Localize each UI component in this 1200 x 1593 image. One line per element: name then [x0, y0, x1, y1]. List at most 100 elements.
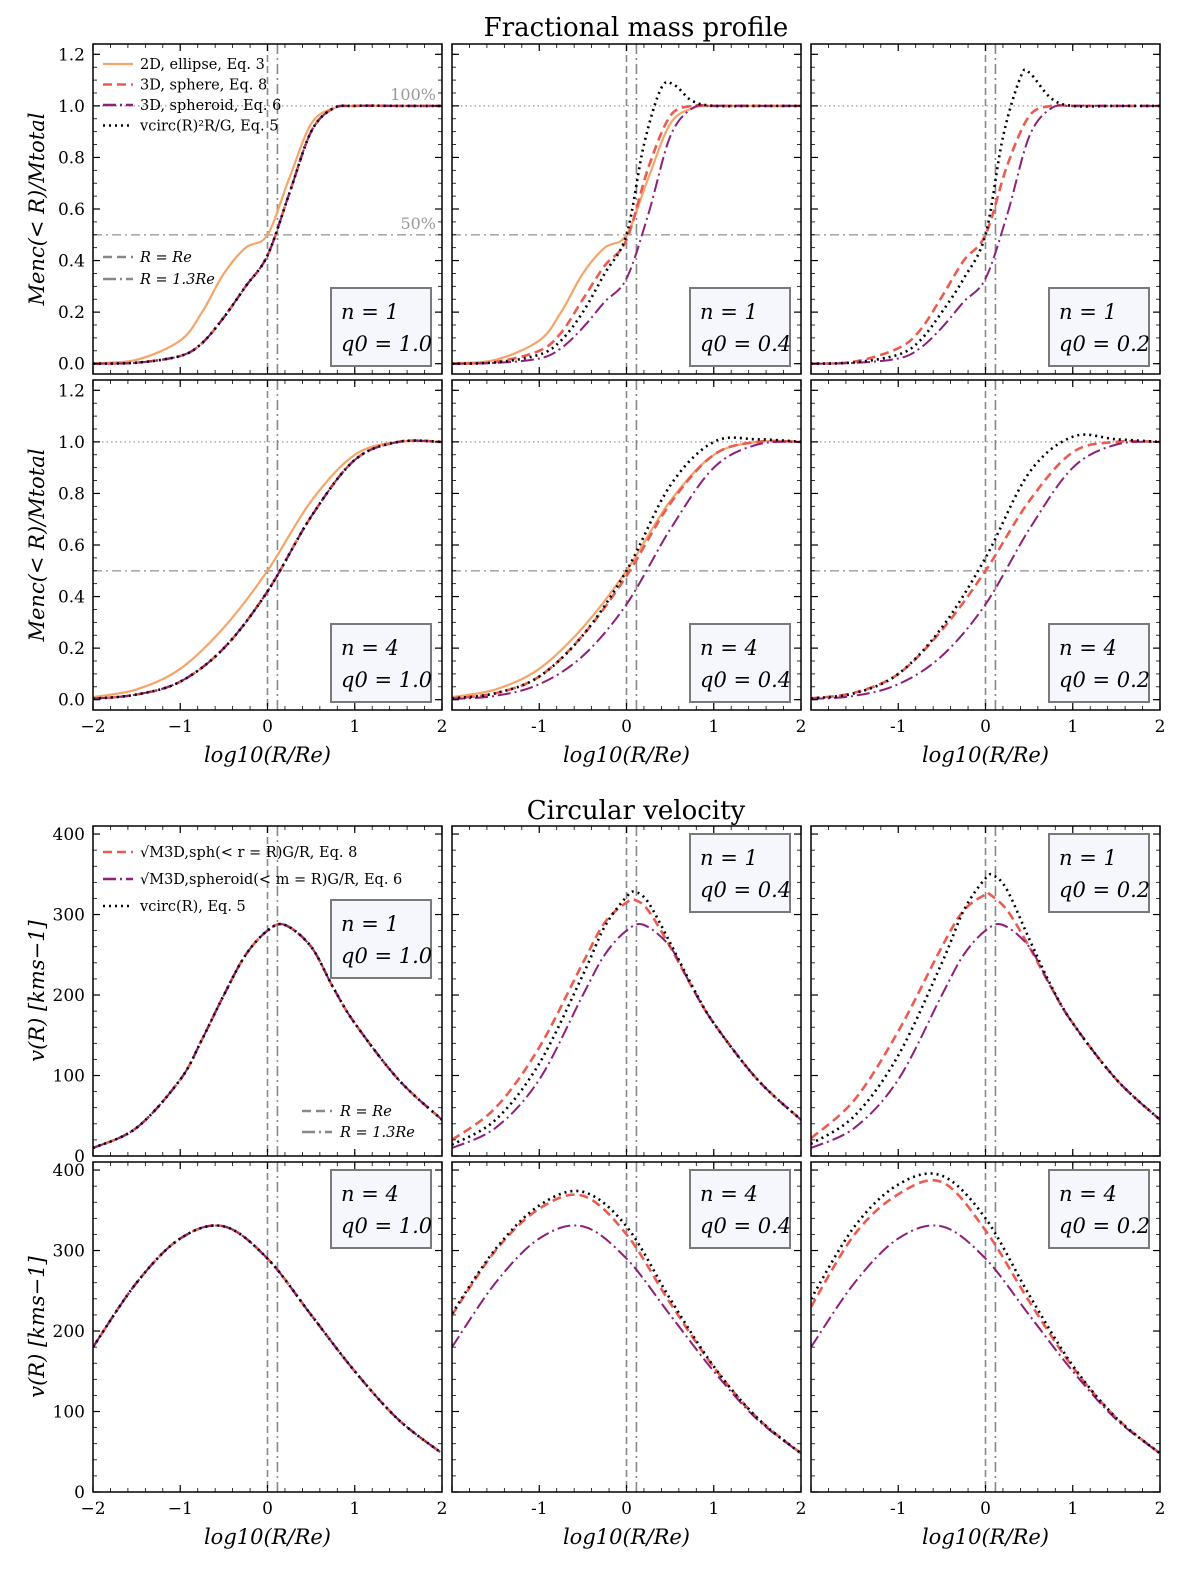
panel-vel-n1-col1: 0 100 200 300 400 n = 1 q0 = 1.0 v(R) [kms−1] — [25, 825, 443, 1167]
x-axis-label: log10(R/Re) — [922, 743, 1049, 767]
y-tick-label: 0.6 — [58, 536, 85, 556]
ticks: -1 0 1 2 — [451, 1162, 807, 1519]
panels-layer: 0.0 0.2 0.4 0.6 0.8 1.0 1.2 n = 1 q0 = 1.0 100% 50… — [25, 43, 1166, 1549]
parameter-box: n = 1 q0 = 0.4 — [689, 287, 791, 367]
series-vcirc-line — [452, 436, 801, 700]
series-vcirc-line — [93, 439, 442, 700]
n-value: n = 4 — [700, 636, 758, 660]
y-tick-label: 0.4 — [58, 588, 85, 608]
x-tick-label: 1 — [708, 1499, 719, 1519]
n-value: n = 1 — [700, 846, 758, 870]
curves — [93, 922, 442, 1150]
x-axis-label: log10(R/Re) — [922, 1525, 1049, 1549]
ticks: 0 100 200 300 400 — [53, 825, 443, 1167]
ticks: -1 0 1 2 — [810, 1162, 1165, 1519]
legend-layer: 2D, ellipse, Eq. 3 3D, sphere, Eq. 8 3D, s… — [103, 57, 415, 1141]
parameter-box-frame — [330, 1169, 432, 1249]
x-axis-label: log10(R/Re) — [563, 743, 690, 767]
series-3Dspheroid-line — [452, 1224, 801, 1455]
x-tick-label: -1 — [890, 1499, 907, 1519]
series-3Dsph-line — [811, 891, 1160, 1140]
x-tick-label: 0 — [262, 1499, 273, 1519]
series-3Dspheroid-line — [452, 104, 801, 365]
n-value: n = 1 — [1059, 300, 1117, 324]
y-tick-label: 0.2 — [58, 639, 85, 659]
y-tick-label: 200 — [53, 986, 85, 1006]
q0-value: q0 = 1.0 — [341, 668, 432, 692]
parameter-box: n = 4 q0 = 1.0 — [330, 623, 432, 703]
panel-mass-n1-col3: n = 1 q0 = 0.2 — [810, 43, 1161, 375]
y-tick-label: 0 — [74, 1147, 85, 1167]
parameter-box: n = 1 q0 = 1.0 — [330, 899, 432, 979]
panel-vel-n4-col3: -1 0 1 2 n = 4 q0 = 0.2 log10(R/Re) — [810, 1161, 1165, 1549]
y-tick-label: 100 — [53, 1403, 85, 1423]
x-tick-label: -1 — [531, 1499, 548, 1519]
q0-value: q0 = 1.0 — [341, 1214, 432, 1238]
x-tick-label: 0 — [980, 717, 991, 737]
q0-value: q0 = 0.4 — [700, 332, 791, 356]
x-tick-label: 1 — [349, 1499, 360, 1519]
ticks — [810, 44, 1161, 374]
vel-legend-entry-0: √M3D,sph(< r = R)G/R, Eq. 8 — [140, 845, 357, 861]
x-tick-label: 1 — [349, 717, 360, 737]
ref-legend-entry-0: R = Re — [139, 250, 192, 266]
parameter-box-frame — [1048, 287, 1150, 367]
n-value: n = 4 — [341, 1182, 399, 1206]
parameter-box: n = 4 q0 = 0.2 — [1048, 623, 1150, 703]
parameter-box-frame — [689, 287, 791, 367]
x-tick-label: 2 — [796, 1499, 807, 1519]
vel-legend-entry-1: √M3D,spheroid(< m = R)G/R, Eq. 6 — [140, 872, 402, 888]
curves — [452, 436, 801, 700]
curves — [811, 68, 1160, 365]
parameter-box: n = 4 q0 = 1.0 — [330, 1169, 432, 1249]
n-value: n = 1 — [1059, 846, 1117, 870]
q0-value: q0 = 1.0 — [341, 944, 432, 968]
y-tick-label: 1.2 — [58, 45, 85, 65]
series-3Dspheroid-line — [811, 104, 1160, 365]
parameter-box-frame — [330, 623, 432, 703]
x-tick-label: 2 — [437, 1499, 448, 1519]
ref-legend-entry-1: R = 1.3Re — [139, 272, 215, 288]
y-tick-label: 0.4 — [58, 252, 85, 272]
x-tick-label: 1 — [708, 717, 719, 737]
panel-vel-n4-col2: -1 0 1 2 n = 4 q0 = 0.4 log10(R/Re) — [451, 1161, 807, 1549]
series-vcirc-line — [811, 872, 1160, 1146]
n-value: n = 4 — [341, 636, 399, 660]
y-axis-label: Menc(< R)/Mtotal — [25, 448, 49, 642]
y-tick-label: 0.0 — [58, 355, 85, 375]
y-tick-label: 0.8 — [58, 148, 85, 168]
parameter-box-frame — [330, 287, 432, 367]
curves — [93, 1224, 442, 1455]
series-vcirc-line — [811, 68, 1160, 365]
legend-entry-2: 3D, spheroid, Eq. 6 — [140, 98, 281, 114]
panel-vel-n1-col3: n = 1 q0 = 0.2 — [810, 825, 1161, 1157]
parameter-box-frame — [1048, 1169, 1150, 1249]
curves — [452, 80, 801, 365]
parameter-box-frame — [689, 833, 791, 913]
ticks: -1 0 1 2 — [810, 380, 1166, 737]
ticks — [451, 826, 802, 1157]
x-tick-label: 2 — [1155, 717, 1166, 737]
y-tick-label: 1.0 — [58, 433, 85, 453]
parameter-box-frame — [330, 899, 432, 979]
curves — [811, 433, 1160, 700]
n-value: n = 4 — [1059, 1182, 1117, 1206]
x-tick-label: 2 — [796, 717, 807, 737]
series-3Dspheroid-line — [93, 923, 442, 1149]
ref-legend: R = Re R = 1.3Re — [103, 250, 215, 288]
y-tick-label: 0.6 — [58, 200, 85, 220]
legend-entry-3: vcirc(R)²R/G, Eq. 5 — [139, 119, 278, 135]
series-vcirc-line — [452, 80, 801, 365]
panel-mass-n4-col3: -1 0 1 2 n = 4 q0 = 0.2 log10(R/Re) — [810, 379, 1166, 767]
y-tick-label: 0.8 — [58, 484, 85, 504]
parameter-box: n = 1 q0 = 0.2 — [1048, 833, 1150, 913]
series-vcirc-line — [811, 1172, 1160, 1455]
x-tick-label: 0 — [262, 717, 273, 737]
y-tick-label: 400 — [53, 825, 85, 845]
series-vcirc-line — [452, 1189, 801, 1455]
q0-value: q0 = 0.2 — [1059, 1214, 1150, 1238]
ticks: −2 −1 0 1 2 0.0 0.2 0.4 0.6 0.8 1.0 1.2 — [58, 380, 447, 737]
q0-value: q0 = 1.0 — [341, 332, 432, 356]
x-tick-label: −2 — [80, 717, 105, 737]
